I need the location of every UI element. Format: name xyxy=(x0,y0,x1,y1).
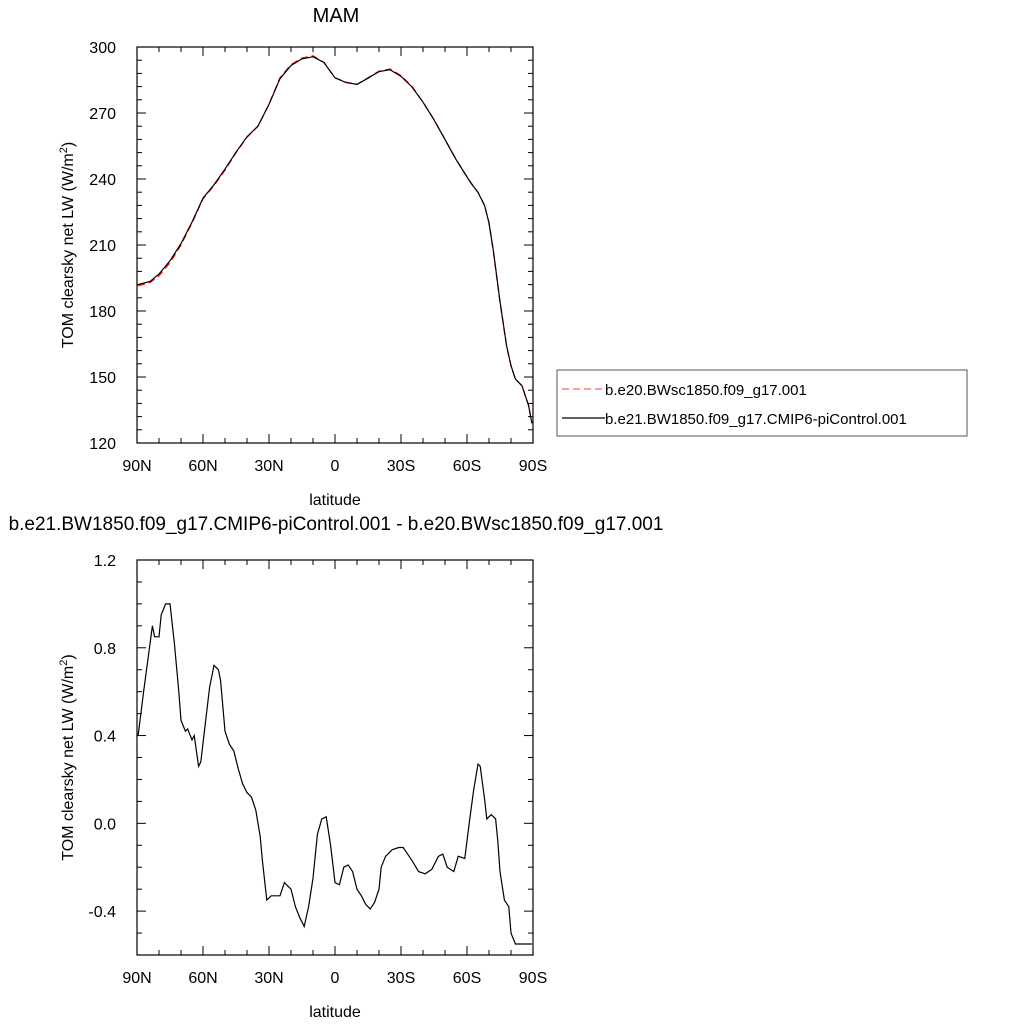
x-tick-label: 60N xyxy=(188,458,217,475)
y-axis-label-close: ) xyxy=(60,654,77,659)
x-tick-label: 30N xyxy=(254,970,283,987)
x-tick-label: 90N xyxy=(122,458,151,475)
chart-panel-1: MAM 90N 60N 30N 0 30S 60S 90S 300 270 240 210 180 150… xyxy=(58,5,968,509)
x-tick-label: 60S xyxy=(453,970,481,987)
y-axis-label-sup: 2 xyxy=(58,147,70,153)
x-tick-label: 30S xyxy=(387,970,415,987)
y-axis-label-main: TOM clearsky net LW (W/m xyxy=(60,153,77,348)
y-axis-label-main: TOM clearsky net LW (W/m xyxy=(60,666,77,861)
chart-title: MAM xyxy=(313,5,360,27)
x-tick-label: 0 xyxy=(331,970,340,987)
y-axis-label-sup: 2 xyxy=(58,660,70,666)
chart-panel-2: b.e21.BW1850.f09_g17.CMIP6-piControl.001… xyxy=(9,514,664,1021)
y-tick-label: 180 xyxy=(89,304,116,321)
x-tick-label: 90S xyxy=(519,970,547,987)
y-tick-label: 300 xyxy=(89,40,116,57)
x-tick-label: 60S xyxy=(453,458,481,475)
series-line-1 xyxy=(137,55,533,424)
y-axis-label: TOM clearsky net LW (W/m2) xyxy=(58,142,77,348)
y-tick-label: 120 xyxy=(89,436,116,453)
y-tick-label: 270 xyxy=(89,106,116,123)
legend-label-2: b.e21.BW1850.f09_g17.CMIP6-piControl.001 xyxy=(605,411,907,428)
chart-title: b.e21.BW1850.f09_g17.CMIP6-piControl.001… xyxy=(9,514,664,535)
y-tick-label: 0.8 xyxy=(94,641,116,658)
x-tick-label: 0 xyxy=(331,458,340,475)
y-tick-label: 0.0 xyxy=(94,816,116,833)
y-tick-label: 0.4 xyxy=(94,729,116,746)
x-tick-label: 30N xyxy=(254,458,283,475)
series-line-1 xyxy=(137,603,532,945)
y-axis-label: TOM clearsky net LW (W/m2) xyxy=(58,654,77,860)
x-axis-label: latitude xyxy=(309,1004,361,1021)
plot-frame xyxy=(136,46,534,444)
x-tick-label: 60N xyxy=(188,970,217,987)
x-tick-label: 30S xyxy=(387,458,415,475)
y-tick-label: -0.4 xyxy=(88,904,116,921)
x-axis-label: latitude xyxy=(309,492,361,509)
y-tick-label: 1.2 xyxy=(94,553,116,570)
legend-label-1: b.e20.BWsc1850.f09_g17.001 xyxy=(605,382,807,399)
y-tick-label: 210 xyxy=(89,238,116,255)
legend: b.e20.BWsc1850.f09_g17.001 b.e21.BW1850.f… xyxy=(556,369,968,437)
legend-box xyxy=(556,369,968,437)
x-tick-label: 90S xyxy=(519,458,547,475)
y-axis-label-close: ) xyxy=(60,142,77,147)
y-tick-label: 240 xyxy=(89,172,116,189)
y-tick-label: 150 xyxy=(89,370,116,387)
x-tick-label: 90N xyxy=(122,970,151,987)
series-line-2 xyxy=(137,56,533,424)
plot-frame xyxy=(136,559,534,956)
